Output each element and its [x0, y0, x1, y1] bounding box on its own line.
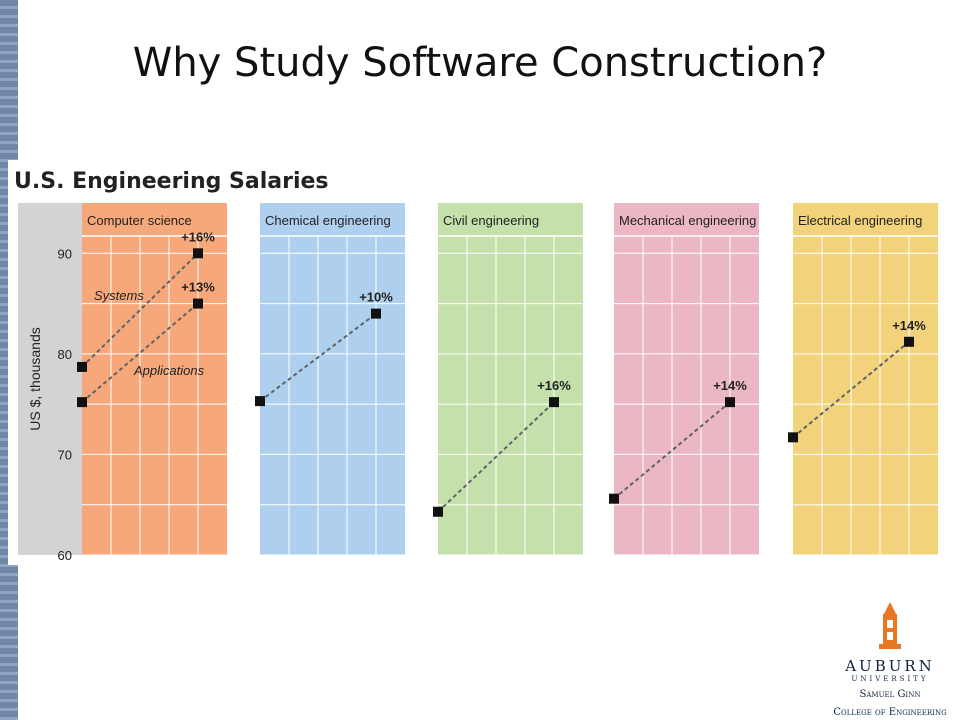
logo-sub: UNIVERSITY — [851, 675, 929, 683]
change-label: +14% — [713, 378, 747, 393]
y-axis-label: US $, thousands — [27, 327, 43, 431]
series-line — [81, 252, 199, 368]
change-label: +14% — [892, 318, 926, 333]
end-marker — [193, 248, 203, 259]
panel-background — [260, 203, 405, 555]
panel-label: Chemical engineering — [265, 213, 391, 228]
start-marker — [255, 396, 265, 407]
panel-background — [438, 203, 583, 555]
start-marker — [609, 493, 619, 504]
chart-title: U.S. Engineering Salaries — [14, 169, 329, 194]
series-label: Applications — [133, 363, 205, 378]
panel-label: Electrical engineering — [798, 213, 922, 228]
change-label: +16% — [537, 378, 571, 393]
start-marker — [433, 506, 443, 517]
panel-label: Civil engineering — [443, 213, 539, 228]
y-tick-label: 70 — [58, 447, 72, 462]
end-marker — [371, 308, 381, 319]
slide-title: Why Study Software Construction? — [132, 40, 828, 86]
tower-icon — [879, 602, 901, 649]
series-line — [259, 312, 377, 402]
series-line — [81, 302, 199, 403]
start-marker — [788, 432, 798, 443]
panel-label: Computer science — [87, 213, 192, 228]
panel-background — [82, 203, 227, 555]
salary-chart: U.S. Engineering Salaries US $, thousands… — [14, 169, 938, 563]
end-marker — [725, 397, 735, 408]
change-label: +10% — [359, 290, 393, 305]
y-tick-label: 90 — [58, 246, 72, 261]
change-label: +13% — [181, 280, 215, 295]
series-line — [437, 401, 555, 513]
logo-college-2: College of Engineering — [833, 707, 947, 718]
y-axis-band — [18, 203, 82, 555]
change-label: +16% — [181, 229, 215, 244]
series-label: Systems — [94, 288, 144, 303]
end-marker — [549, 397, 559, 408]
end-marker — [904, 336, 914, 347]
start-marker — [77, 397, 87, 408]
y-tick-label: 60 — [58, 548, 72, 563]
logo-name: AUBURN — [845, 657, 935, 675]
y-tick-label: 80 — [58, 347, 72, 362]
end-marker — [193, 298, 203, 309]
panel-background — [793, 203, 938, 555]
logo-college-1: Samuel Ginn — [859, 689, 921, 700]
auburn-logo: AUBURN UNIVERSITY Samuel Ginn College of… — [830, 600, 950, 719]
start-marker — [77, 361, 87, 372]
panel-label: Mechanical engineering — [619, 213, 756, 228]
panel-background — [614, 203, 759, 555]
